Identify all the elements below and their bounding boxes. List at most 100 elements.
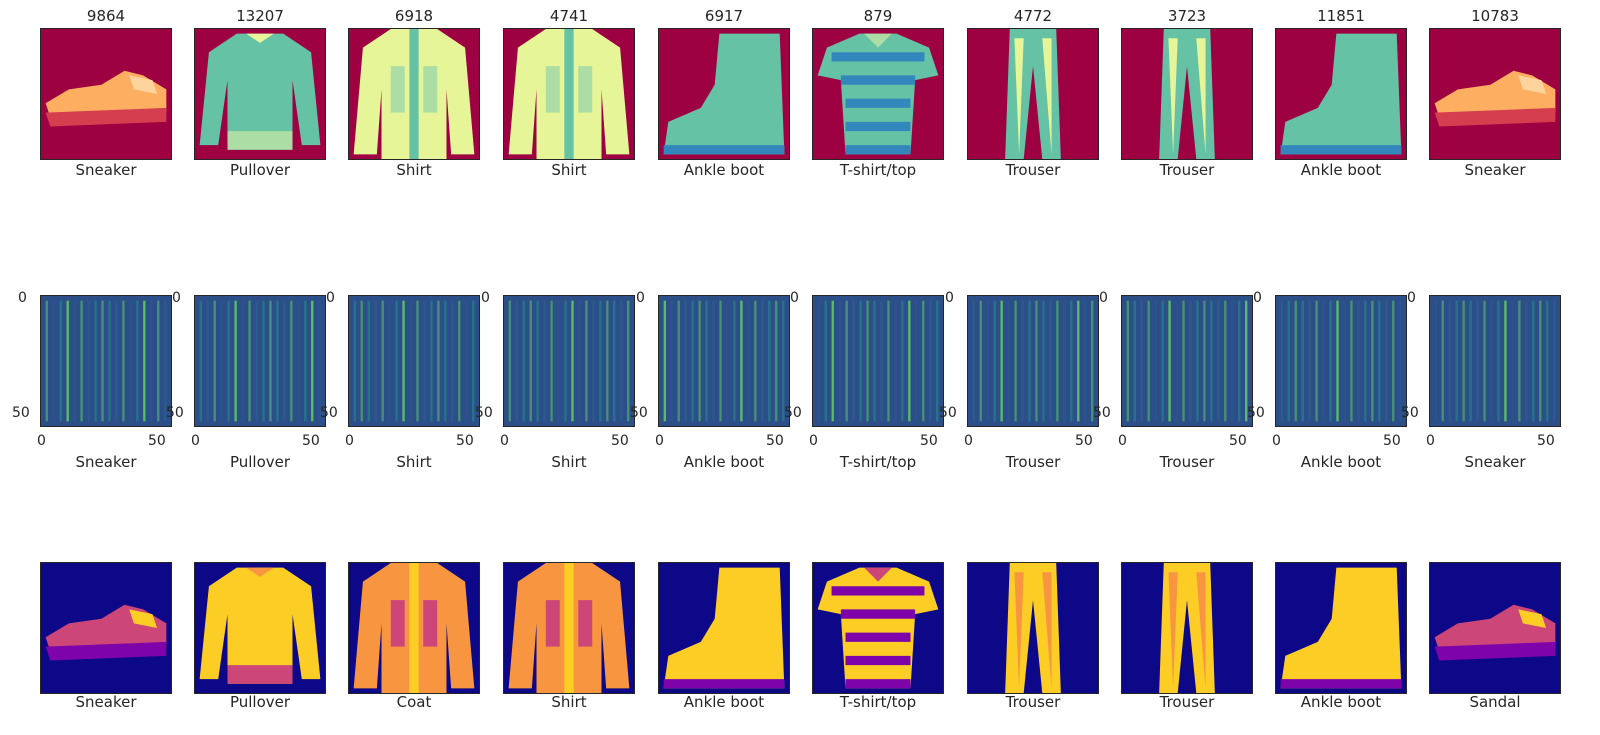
image-id-title: 879 [863,7,893,25]
row3-class-label: Sneaker [75,693,137,711]
y-tick-0: 0 [1253,290,1262,306]
original-image-shirt [503,28,635,160]
feature-map-image [1429,295,1561,427]
row2-class-label: Shirt [551,453,587,471]
row2-class-label: Trouser [1005,453,1061,471]
y-tick-0: 0 [1099,290,1108,306]
reconstructed-image-trouser [1121,562,1253,694]
x-tick-0: 0 [655,433,664,449]
y-tick-50: 50 [166,405,184,421]
original-image-trouser [967,28,1099,160]
x-tick-0: 0 [809,433,818,449]
original-image-sneaker [40,28,172,160]
original-image-pullover [194,28,326,160]
row1-class-label: Trouser [1159,161,1215,179]
y-tick-50: 50 [784,405,802,421]
row3-class-label: Ankle boot [1300,693,1382,711]
y-tick-0: 0 [1407,290,1416,306]
original-image-tshirt [812,28,944,160]
y-tick-0: 0 [326,290,335,306]
y-tick-50: 50 [12,405,30,421]
image-id-title: 6917 [704,7,744,25]
image-id-title: 4772 [1013,7,1053,25]
x-tick-0: 0 [1426,433,1435,449]
row2-class-label: Trouser [1159,453,1215,471]
x-tick-50: 50 [611,433,629,449]
feature-map-image [967,295,1099,427]
y-tick-50: 50 [1093,405,1111,421]
y-tick-0: 0 [18,290,27,306]
reconstructed-image-trouser [967,562,1099,694]
row2-class-label: Shirt [396,453,432,471]
row1-class-label: Sneaker [1464,161,1526,179]
row2-class-label: Ankle boot [1300,453,1382,471]
row2-class-label: T-shirt/top [839,453,917,471]
x-tick-0: 0 [964,433,973,449]
row3-class-label: Pullover [229,693,291,711]
original-image-sneaker [1429,28,1561,160]
x-tick-0: 0 [37,433,46,449]
row1-class-label: T-shirt/top [839,161,917,179]
reconstructed-image-tshirt [812,562,944,694]
original-image-ankle-boot [1275,28,1407,160]
reconstructed-image-ankle-boot [658,562,790,694]
reconstructed-image-ankle-boot [1275,562,1407,694]
row1-class-label: Shirt [551,161,587,179]
row1-class-label: Ankle boot [683,161,765,179]
row1-class-label: Sneaker [75,161,137,179]
feature-map-image [194,295,326,427]
original-image-shirt [348,28,480,160]
row1-class-label: Pullover [229,161,291,179]
original-image-ankle-boot [658,28,790,160]
y-tick-50: 50 [939,405,957,421]
original-image-trouser [1121,28,1253,160]
image-id-title: 4741 [549,7,589,25]
reconstructed-image-pullover [194,562,326,694]
feature-map-image [658,295,790,427]
image-id-title: 13207 [236,7,284,25]
y-tick-50: 50 [1247,405,1265,421]
image-id-title: 11851 [1317,7,1365,25]
x-tick-50: 50 [456,433,474,449]
feature-map-image [1121,295,1253,427]
feature-map-image [40,295,172,427]
row3-class-label: Coat [396,693,432,711]
x-tick-0: 0 [500,433,509,449]
y-tick-50: 50 [320,405,338,421]
y-tick-0: 0 [790,290,799,306]
x-tick-50: 50 [766,433,784,449]
row3-class-label: Sandal [1469,693,1521,711]
x-tick-50: 50 [1075,433,1093,449]
row1-class-label: Trouser [1005,161,1061,179]
x-tick-0: 0 [191,433,200,449]
reconstructed-image-sneaker [1429,562,1561,694]
y-tick-50: 50 [1401,405,1419,421]
image-id-title: 6918 [394,7,434,25]
x-tick-0: 0 [1118,433,1127,449]
image-id-title: 10783 [1471,7,1519,25]
row3-class-label: Ankle boot [683,693,765,711]
row2-class-label: Ankle boot [683,453,765,471]
row1-class-label: Shirt [396,161,432,179]
y-tick-50: 50 [475,405,493,421]
x-tick-50: 50 [1229,433,1247,449]
x-tick-0: 0 [1272,433,1281,449]
y-tick-0: 0 [481,290,490,306]
reconstructed-image-sneaker [40,562,172,694]
row2-class-label: Sneaker [75,453,137,471]
y-tick-50: 50 [630,405,648,421]
y-tick-0: 0 [636,290,645,306]
feature-map-image [1275,295,1407,427]
feature-map-image [503,295,635,427]
image-id-title: 3723 [1167,7,1207,25]
row3-class-label: Shirt [551,693,587,711]
feature-map-image [348,295,480,427]
x-tick-50: 50 [920,433,938,449]
image-id-title: 9864 [86,7,126,25]
reconstructed-image-shirt [348,562,480,694]
row2-class-label: Sneaker [1464,453,1526,471]
row3-class-label: T-shirt/top [839,693,917,711]
x-tick-50: 50 [1537,433,1555,449]
feature-map-image [812,295,944,427]
y-tick-0: 0 [172,290,181,306]
